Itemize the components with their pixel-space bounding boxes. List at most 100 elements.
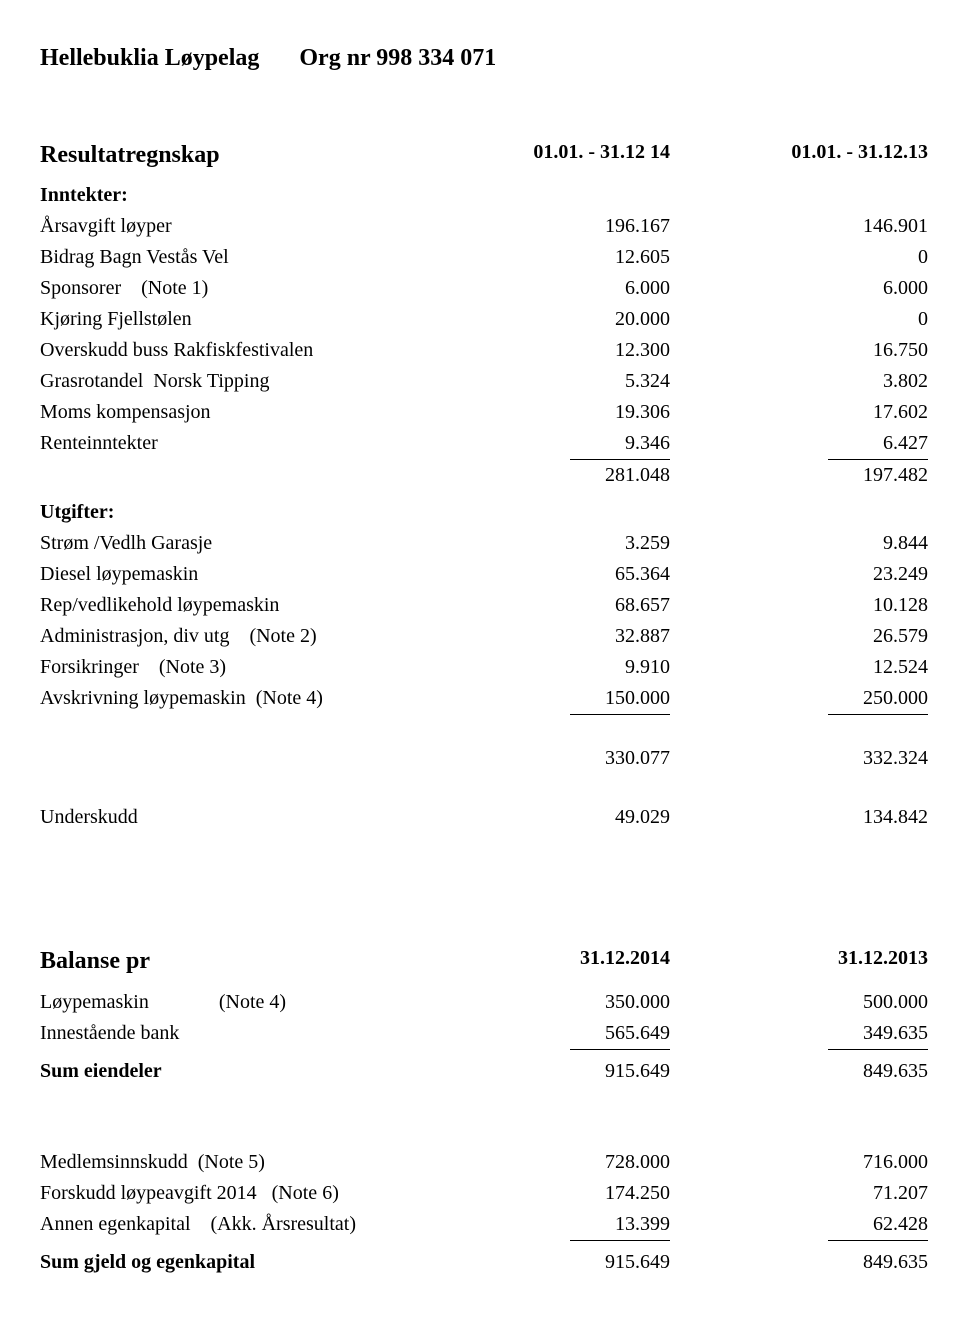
- inntekter-label: Moms kompensasjon: [40, 397, 410, 428]
- utgifter-label: Forsikringer (Note 3): [40, 652, 410, 683]
- eiendeler-value-1: 565.649: [410, 1018, 680, 1050]
- utgifter-label: Diesel løypemaskin: [40, 559, 410, 590]
- inntekter-sum: 281.048 197.482: [40, 460, 930, 491]
- egenkapital-row: Medlemsinnskudd (Note 5)728.000716.000: [40, 1147, 930, 1178]
- inntekter-sum-2: 197.482: [680, 460, 930, 491]
- utgifter-label: Administrasjon, div utg (Note 2): [40, 621, 410, 652]
- inntekter-row: Renteinntekter9.3466.427: [40, 428, 930, 460]
- egenkapital-label: Annen egenkapital (Akk. Årsresultat): [40, 1209, 410, 1241]
- underskudd-row: Underskudd 49.029 134.842: [40, 802, 930, 833]
- inntekter-label: Overskudd buss Rakfiskfestivalen: [40, 335, 410, 366]
- sum-eiendeler-2: 849.635: [680, 1056, 930, 1087]
- utgifter-sum-1: 330.077: [410, 743, 680, 774]
- inntekter-value-1: 9.346: [410, 428, 680, 460]
- egenkapital-row: Annen egenkapital (Akk. Årsresultat)13.3…: [40, 1209, 930, 1241]
- utgifter-value-1: 65.364: [410, 559, 680, 590]
- egenkapital-value-2: 71.207: [680, 1178, 930, 1209]
- sum-gjeld-row: Sum gjeld og egenkapital 915.649 849.635: [40, 1247, 930, 1278]
- underskudd-1: 49.029: [410, 802, 680, 833]
- inntekter-label: Renteinntekter: [40, 428, 410, 460]
- inntekter-value-1: 196.167: [410, 211, 680, 242]
- inntekter-value-1: 5.324: [410, 366, 680, 397]
- inntekter-label: Grasrotandel Norsk Tipping: [40, 366, 410, 397]
- utgifter-row: Rep/vedlikehold løypemaskin68.65710.128: [40, 590, 930, 621]
- resultat-title: Resultatregnskap: [40, 142, 220, 168]
- egenkapital-value-2: 716.000: [680, 1147, 930, 1178]
- underskudd-2: 134.842: [680, 802, 930, 833]
- inntekter-value-1: 12.605: [410, 242, 680, 273]
- inntekter-row: Sponsorer (Note 1)6.0006.000: [40, 273, 930, 304]
- eiendeler-row: Løypemaskin (Note 4)350.000500.000: [40, 987, 930, 1018]
- inntekter-value-2: 17.602: [680, 397, 930, 428]
- utgifter-value-2: 23.249: [680, 559, 930, 590]
- resultat-header: Resultatregnskap 01.01. - 31.12 14 01.01…: [40, 137, 930, 174]
- sum-eiendeler-label: Sum eiendeler: [40, 1056, 410, 1087]
- document-header: Hellebuklia Løypelag Org nr 998 334 071: [40, 40, 930, 77]
- utgifter-label: Utgifter:: [40, 497, 410, 528]
- egenkapital-value-1: 174.250: [410, 1178, 680, 1209]
- inntekter-label: Årsavgift løyper: [40, 211, 410, 242]
- balanse-date-1: 31.12.2014: [410, 943, 680, 980]
- utgifter-label: Strøm /Vedlh Garasje: [40, 528, 410, 559]
- inntekter-label: Sponsorer (Note 1): [40, 273, 410, 304]
- inntekter-row: Moms kompensasjon19.30617.602: [40, 397, 930, 428]
- inntekter-value-2: 16.750: [680, 335, 930, 366]
- eiendeler-label: Løypemaskin (Note 4): [40, 987, 410, 1018]
- utgifter-value-1: 9.910: [410, 652, 680, 683]
- inntekter-value-2: 146.901: [680, 211, 930, 242]
- balanse-header: Balanse pr 31.12.2014 31.12.2013: [40, 943, 930, 980]
- inntekter-label: Bidrag Bagn Vestås Vel: [40, 242, 410, 273]
- sum-gjeld-label: Sum gjeld og egenkapital: [40, 1247, 410, 1278]
- utgifter-value-1: 150.000: [410, 683, 680, 715]
- company-name: Hellebuklia Løypelag: [40, 40, 259, 77]
- utgifter-value-1: 68.657: [410, 590, 680, 621]
- balanse-date-2: 31.12.2013: [680, 943, 930, 980]
- utgifter-heading: Utgifter:: [40, 497, 930, 528]
- inntekter-row: Overskudd buss Rakfiskfestivalen12.30016…: [40, 335, 930, 366]
- utgifter-value-2: 26.579: [680, 621, 930, 652]
- utgifter-value-2: 12.524: [680, 652, 930, 683]
- inntekter-value-2: 0: [680, 304, 930, 335]
- utgifter-row: Forsikringer (Note 3)9.91012.524: [40, 652, 930, 683]
- inntekter-row: Bidrag Bagn Vestås Vel12.6050: [40, 242, 930, 273]
- inntekter-sum-1: 281.048: [410, 460, 680, 491]
- utgifter-row: Diesel løypemaskin65.36423.249: [40, 559, 930, 590]
- sum-gjeld-1: 915.649: [410, 1247, 680, 1278]
- utgifter-value-2: 250.000: [680, 683, 930, 715]
- inntekter-label: Inntekter:: [40, 180, 410, 211]
- inntekter-row: Grasrotandel Norsk Tipping5.3243.802: [40, 366, 930, 397]
- sum-eiendeler-1: 915.649: [410, 1056, 680, 1087]
- inntekter-value-2: 0: [680, 242, 930, 273]
- inntekter-value-2: 6.427: [680, 428, 930, 460]
- org-number: Org nr 998 334 071: [299, 40, 496, 77]
- eiendeler-row: Innestående bank565.649349.635: [40, 1018, 930, 1050]
- utgifter-value-2: 10.128: [680, 590, 930, 621]
- utgifter-row: Administrasjon, div utg (Note 2)32.88726…: [40, 621, 930, 652]
- egenkapital-label: Medlemsinnskudd (Note 5): [40, 1147, 410, 1178]
- egenkapital-value-2: 62.428: [680, 1209, 930, 1241]
- egenkapital-value-1: 728.000: [410, 1147, 680, 1178]
- eiendeler-label: Innestående bank: [40, 1018, 410, 1050]
- utgifter-label: Rep/vedlikehold løypemaskin: [40, 590, 410, 621]
- inntekter-row: Kjøring Fjellstølen20.0000: [40, 304, 930, 335]
- period-2: 01.01. - 31.12.13: [680, 137, 930, 174]
- utgifter-value-1: 32.887: [410, 621, 680, 652]
- utgifter-value-1: 3.259: [410, 528, 680, 559]
- utgifter-sum-2: 332.324: [680, 743, 930, 774]
- eiendeler-value-2: 349.635: [680, 1018, 930, 1050]
- egenkapital-label: Forskudd løypeavgift 2014 (Note 6): [40, 1178, 410, 1209]
- period-1: 01.01. - 31.12 14: [410, 137, 680, 174]
- inntekter-value-1: 6.000: [410, 273, 680, 304]
- inntekter-row: Årsavgift løyper196.167146.901: [40, 211, 930, 242]
- inntekter-value-2: 3.802: [680, 366, 930, 397]
- egenkapital-row: Forskudd løypeavgift 2014 (Note 6)174.25…: [40, 1178, 930, 1209]
- utgifter-row: Avskrivning løypemaskin (Note 4)150.0002…: [40, 683, 930, 715]
- sum-eiendeler-row: Sum eiendeler 915.649 849.635: [40, 1056, 930, 1087]
- inntekter-value-1: 20.000: [410, 304, 680, 335]
- eiendeler-value-2: 500.000: [680, 987, 930, 1018]
- underskudd-label: Underskudd: [40, 802, 410, 833]
- inntekter-heading: Inntekter:: [40, 180, 930, 211]
- inntekter-label: Kjøring Fjellstølen: [40, 304, 410, 335]
- utgifter-label: Avskrivning løypemaskin (Note 4): [40, 683, 410, 715]
- utgifter-row: Strøm /Vedlh Garasje3.2599.844: [40, 528, 930, 559]
